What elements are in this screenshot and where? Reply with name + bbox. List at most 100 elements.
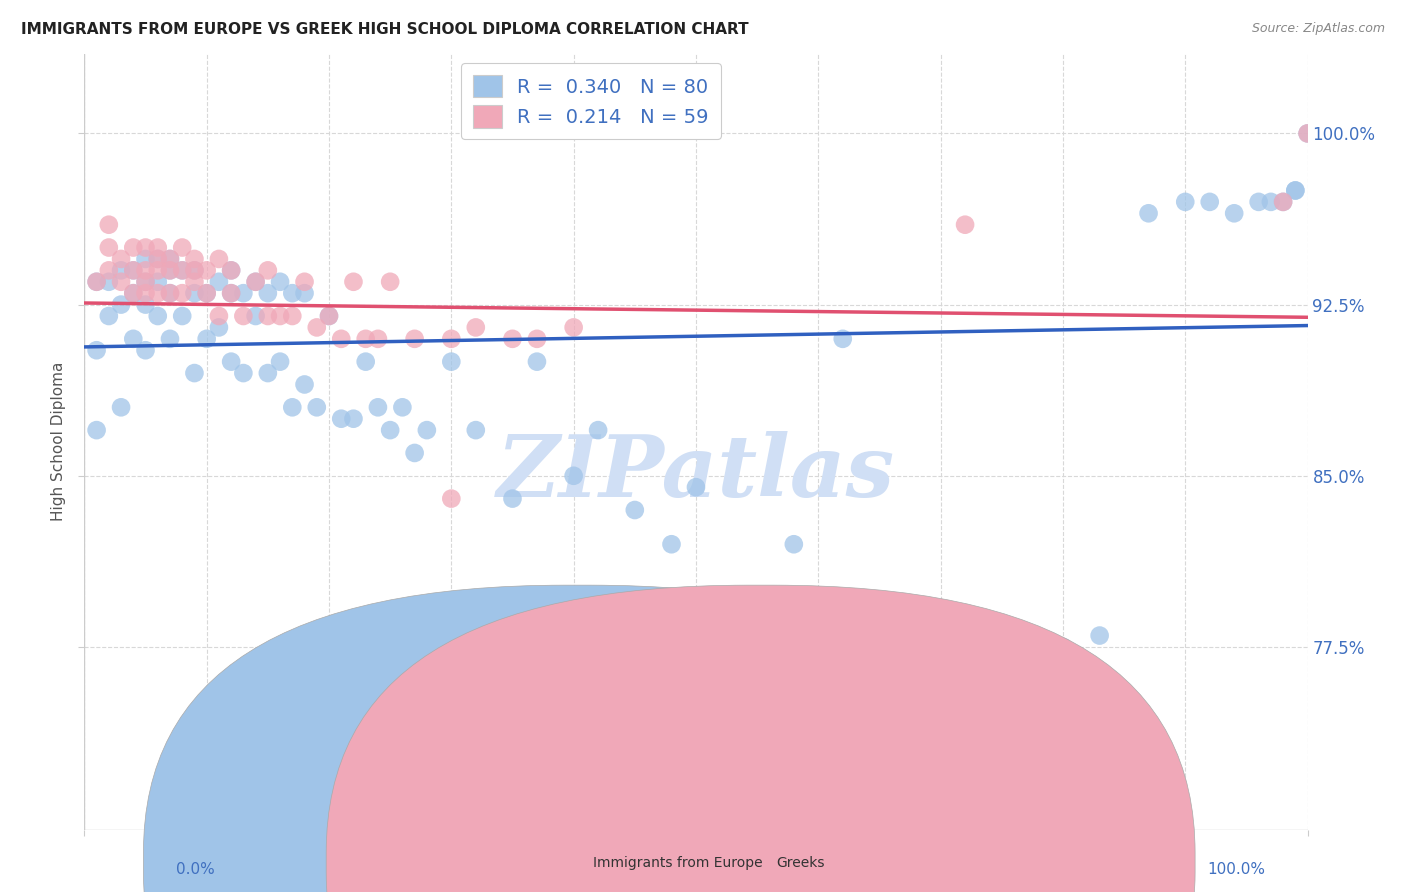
Point xyxy=(502,332,524,346)
Point xyxy=(257,309,280,323)
Point xyxy=(97,309,120,323)
Point xyxy=(135,343,157,358)
Point xyxy=(269,275,291,289)
Text: Immigrants from Europe: Immigrants from Europe xyxy=(593,855,763,870)
Point xyxy=(380,423,402,437)
Point xyxy=(783,537,806,551)
Point xyxy=(208,309,231,323)
Text: ZIPatlas: ZIPatlas xyxy=(496,431,896,515)
Point xyxy=(1088,628,1111,642)
Point xyxy=(172,240,194,254)
Point xyxy=(135,240,157,254)
Point xyxy=(1247,194,1270,209)
Point xyxy=(159,286,181,301)
Point xyxy=(685,480,707,494)
Point xyxy=(208,275,231,289)
Point xyxy=(159,263,181,277)
Point xyxy=(172,309,194,323)
Point xyxy=(562,320,585,334)
Point xyxy=(318,309,340,323)
Point xyxy=(159,252,181,266)
Point xyxy=(342,275,364,289)
Point xyxy=(110,252,132,266)
Point xyxy=(1052,640,1074,654)
Text: IMMIGRANTS FROM EUROPE VS GREEK HIGH SCHOOL DIPLOMA CORRELATION CHART: IMMIGRANTS FROM EUROPE VS GREEK HIGH SCH… xyxy=(21,22,749,37)
Point xyxy=(146,252,169,266)
Point xyxy=(1272,194,1295,209)
Point xyxy=(195,332,218,346)
Point xyxy=(281,401,304,415)
Point xyxy=(232,309,254,323)
Point xyxy=(97,218,120,232)
Point xyxy=(404,446,426,460)
Point xyxy=(685,640,707,654)
Point xyxy=(159,332,181,346)
Point xyxy=(1260,194,1282,209)
Point xyxy=(172,286,194,301)
Point xyxy=(354,332,377,346)
Point xyxy=(146,263,169,277)
Point xyxy=(232,366,254,380)
Point xyxy=(464,423,486,437)
Text: Source: ZipAtlas.com: Source: ZipAtlas.com xyxy=(1251,22,1385,36)
Point xyxy=(86,423,108,437)
Point xyxy=(257,263,280,277)
Point xyxy=(195,286,218,301)
Point xyxy=(183,286,205,301)
Point xyxy=(135,297,157,311)
Point xyxy=(97,275,120,289)
Point xyxy=(404,332,426,346)
Point xyxy=(122,286,145,301)
Point xyxy=(1174,194,1197,209)
Point xyxy=(294,377,316,392)
Point xyxy=(318,640,340,654)
Legend: R =  0.340   N = 80, R =  0.214   N = 59: R = 0.340 N = 80, R = 0.214 N = 59 xyxy=(461,63,721,139)
Point xyxy=(135,286,157,301)
Point xyxy=(183,366,205,380)
Point xyxy=(257,366,280,380)
Point xyxy=(122,240,145,254)
Point xyxy=(195,263,218,277)
Point xyxy=(122,286,145,301)
Point xyxy=(219,286,242,301)
Point xyxy=(281,309,304,323)
Point xyxy=(380,275,402,289)
Point xyxy=(245,275,267,289)
Point xyxy=(122,332,145,346)
Point xyxy=(330,332,353,346)
Point xyxy=(1137,206,1160,220)
Point xyxy=(624,503,647,517)
Point xyxy=(146,286,169,301)
Point xyxy=(122,263,145,277)
Point xyxy=(245,309,267,323)
Point xyxy=(1296,127,1319,141)
Point xyxy=(232,286,254,301)
Point xyxy=(305,401,328,415)
Point xyxy=(135,263,157,277)
Point xyxy=(269,309,291,323)
Point xyxy=(110,275,132,289)
Point xyxy=(135,275,157,289)
Point xyxy=(257,286,280,301)
Point xyxy=(342,411,364,425)
Text: 100.0%: 100.0% xyxy=(1208,863,1265,877)
Point xyxy=(1198,194,1220,209)
Point xyxy=(269,354,291,368)
Point xyxy=(330,411,353,425)
Point xyxy=(183,263,205,277)
Point xyxy=(110,401,132,415)
Point xyxy=(146,252,169,266)
Point xyxy=(294,275,316,289)
Point xyxy=(208,252,231,266)
Point xyxy=(1284,184,1306,198)
Point xyxy=(208,320,231,334)
Point xyxy=(709,594,731,608)
Point xyxy=(172,263,194,277)
Point xyxy=(586,423,609,437)
Point xyxy=(526,332,548,346)
Point xyxy=(391,401,413,415)
Point xyxy=(110,263,132,277)
Point xyxy=(183,252,205,266)
Point xyxy=(86,343,108,358)
Point xyxy=(172,263,194,277)
